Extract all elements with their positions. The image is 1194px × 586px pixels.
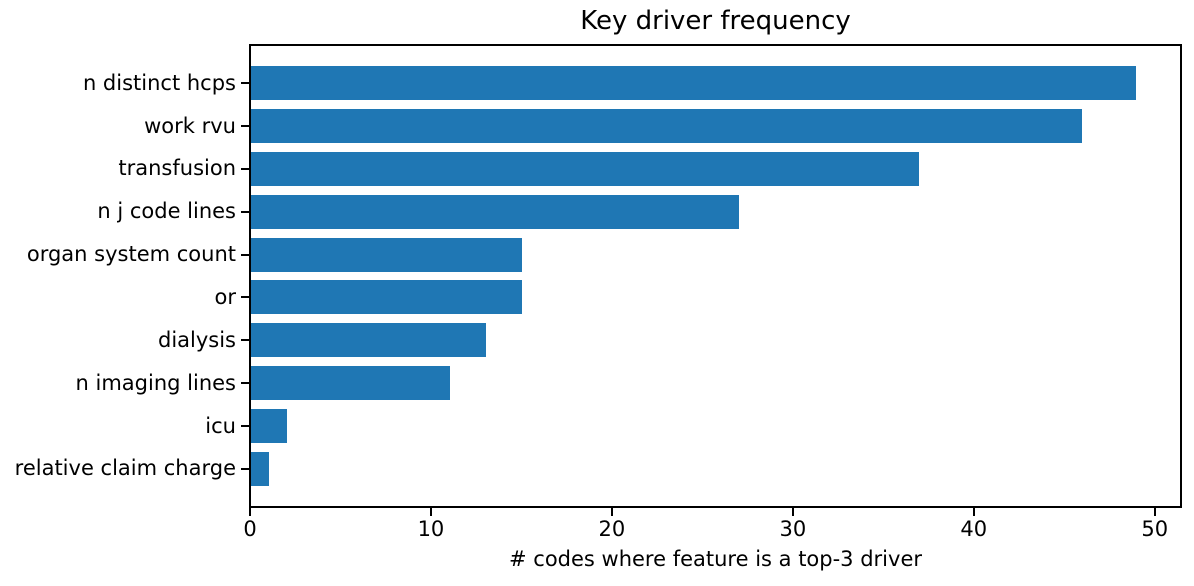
y-tick-label-n-imaging-lines: n imaging lines (75, 370, 236, 395)
y-tick-label-n-distinct-hcps: n distinct hcps (82, 70, 236, 95)
bar-n-distinct-hcps (251, 66, 1136, 101)
chart-title: Key driver frequency (580, 6, 851, 36)
x-tick-mark (791, 508, 794, 516)
bar-dialysis (251, 323, 486, 358)
bar-icu (251, 409, 288, 443)
bar-n-j-code-lines (251, 194, 739, 229)
y-tick-mark (241, 339, 249, 342)
y-tick-label-or: or (214, 284, 236, 309)
y-tick-mark (241, 125, 249, 127)
bar-relative-claim-charge (251, 451, 270, 486)
bar-organ-system-count (251, 237, 522, 272)
x-tick-label-0: 0 (243, 517, 257, 541)
y-tick-label-transfusion: transfusion (118, 156, 236, 181)
x-tick-mark (249, 508, 251, 516)
y-tick-mark (241, 253, 249, 256)
y-tick-label-dialysis: dialysis (157, 327, 236, 352)
y-tick-mark (241, 382, 249, 385)
bar-transfusion (251, 151, 920, 186)
y-tick-mark (241, 425, 249, 427)
x-tick-mark (610, 508, 613, 516)
x-tick-label-10: 10 (417, 517, 445, 541)
y-tick-label-relative-claim-charge: relative claim charge (14, 456, 236, 481)
y-tick-mark (241, 467, 249, 470)
y-tick-label-icu: icu (205, 413, 236, 438)
y-tick-mark (241, 296, 249, 299)
bar-n-imaging-lines (251, 366, 450, 401)
y-tick-label-organ-system-count: organ system count (26, 242, 236, 267)
x-tick-mark (429, 508, 432, 516)
x-tick-label-20: 20 (598, 517, 626, 541)
x-tick-label-40: 40 (960, 517, 988, 541)
x-tick-label-50: 50 (1141, 517, 1169, 541)
y-tick-label-work-rvu: work rvu (144, 113, 236, 138)
x-tick-mark (1153, 508, 1156, 516)
y-tick-label-n-j-code-lines: n j code lines (97, 199, 236, 224)
x-tick-label-30: 30 (779, 517, 807, 541)
y-tick-mark (241, 82, 249, 85)
x-axis-label: # codes where feature is a top-3 driver (509, 547, 922, 571)
x-tick-mark (972, 508, 975, 516)
bar-or (251, 280, 522, 315)
y-tick-mark (241, 210, 249, 213)
y-tick-mark (241, 167, 249, 170)
bar-work-rvu (251, 109, 1082, 143)
